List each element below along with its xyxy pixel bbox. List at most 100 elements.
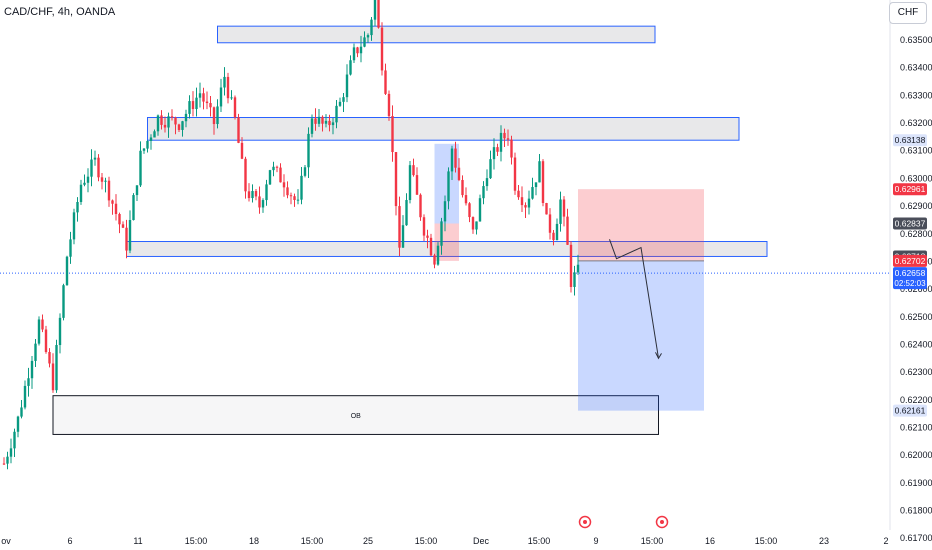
- candle-body: [489, 159, 492, 179]
- y-tick-label: 0.62300: [900, 367, 932, 377]
- y-tick-label: 0.62100: [900, 423, 932, 433]
- candle-body: [321, 116, 324, 124]
- take-profit-zone: [578, 260, 704, 411]
- candle-body: [251, 191, 254, 199]
- candle-body: [426, 235, 429, 238]
- y-tick-label: 0.62600: [900, 284, 932, 294]
- candle-body: [240, 142, 244, 159]
- candle-body: [324, 120, 328, 124]
- candle-body: [314, 118, 317, 124]
- candle-body: [373, 0, 377, 20]
- candle-body: [9, 448, 13, 457]
- zone-rectangle: [147, 117, 740, 141]
- price-label-box: [893, 267, 927, 290]
- candle-body: [548, 214, 552, 233]
- candle-body: [254, 191, 258, 197]
- projection-path: [609, 239, 659, 359]
- y-tick-label: 0.63300: [900, 90, 932, 100]
- candle-body: [191, 101, 195, 110]
- candle-body: [457, 167, 461, 180]
- x-tick-label: 25: [363, 536, 373, 546]
- price-label: 0.62702: [895, 256, 926, 266]
- candle-body: [125, 227, 128, 251]
- price-label-box: [893, 404, 927, 417]
- candle-body: [48, 352, 51, 364]
- candle-body: [237, 117, 240, 143]
- candle-body: [55, 345, 58, 391]
- candle-body: [454, 148, 457, 168]
- candle-body: [272, 166, 275, 171]
- candle-body: [202, 93, 205, 102]
- candle-body: [510, 139, 513, 158]
- candle-body: [258, 196, 261, 208]
- candle-body: [177, 124, 181, 130]
- candle-body: [72, 212, 76, 240]
- price-label: 0.62658: [895, 268, 926, 278]
- candle-body: [97, 157, 100, 178]
- zone-rectangle: [52, 395, 659, 435]
- candle-body: [370, 19, 373, 36]
- candle-body: [545, 203, 548, 215]
- candle-body: [496, 147, 499, 152]
- x-tick-label: 15:00: [641, 536, 664, 546]
- candle-body: [93, 157, 97, 160]
- candle-body: [20, 407, 23, 417]
- countdown-label: 02:52:03: [894, 279, 926, 288]
- y-tick-label: 0.63100: [900, 146, 932, 156]
- candle-body: [307, 133, 310, 168]
- candle-body: [447, 171, 450, 202]
- price-label-box: [893, 183, 927, 196]
- candle-body: [83, 182, 86, 185]
- candle-body: [555, 223, 559, 241]
- x-tick-label: ov: [1, 536, 11, 546]
- y-tick-label: 0.61800: [900, 506, 932, 516]
- x-tick-label: 15:00: [185, 536, 208, 546]
- candle-body: [114, 203, 118, 215]
- candle-body: [377, 0, 380, 28]
- candle-body: [471, 217, 475, 230]
- candle-body: [37, 319, 41, 344]
- candle-body: [282, 182, 286, 188]
- candle-body: [107, 180, 111, 201]
- candle-body: [366, 35, 370, 38]
- price-label: 0.62837: [895, 219, 926, 229]
- chart-title: CAD/CHF, 4h, OANDA: [4, 6, 116, 18]
- candle-body: [216, 106, 219, 125]
- y-tick-label: 0.63500: [900, 35, 932, 45]
- candle-body: [566, 216, 569, 245]
- event-dot: [660, 520, 664, 524]
- x-tick-label: 15:00: [755, 536, 778, 546]
- candle-body: [265, 184, 268, 201]
- candle-body: [233, 97, 237, 118]
- x-tick-label: 15:00: [528, 536, 551, 546]
- candle-body: [300, 175, 303, 200]
- candle-body: [562, 199, 566, 217]
- price-label-box: [893, 134, 927, 147]
- candle-body: [461, 179, 464, 196]
- y-tick-label: 0.61700: [900, 533, 932, 543]
- candle-body: [422, 217, 426, 236]
- candle-body: [310, 118, 314, 134]
- candle-body: [174, 117, 177, 125]
- candle-body: [62, 285, 65, 318]
- candle-body: [58, 317, 62, 346]
- candle-body: [6, 456, 9, 464]
- candle-body: [223, 76, 226, 88]
- y-tick-label: 0.62000: [900, 450, 932, 460]
- candle-body: [352, 47, 356, 61]
- candle-body: [34, 343, 37, 361]
- candle-body: [293, 196, 296, 200]
- candle-body: [492, 147, 496, 160]
- candle-body: [41, 319, 44, 330]
- candle-body: [419, 194, 422, 218]
- candle-body: [184, 113, 188, 122]
- x-tick-label: 15:00: [301, 536, 324, 546]
- currency-selector[interactable]: CHF: [889, 2, 927, 24]
- candle-body: [51, 363, 55, 391]
- y-tick-label: 0.61900: [900, 478, 932, 488]
- candle-body: [436, 245, 440, 265]
- candle-body: [394, 152, 398, 207]
- candle-body: [275, 166, 279, 168]
- candle-body: [121, 224, 125, 228]
